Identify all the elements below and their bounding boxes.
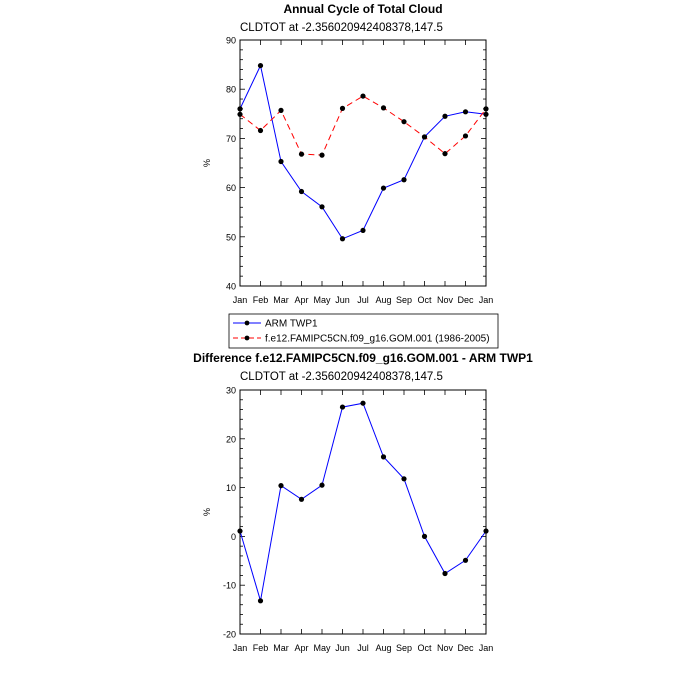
x-tick-label: Feb (253, 643, 269, 653)
chart-title: Annual Cycle of Total Cloud (283, 2, 442, 16)
data-point (360, 227, 366, 234)
data-point (401, 177, 407, 183)
data-point (257, 62, 264, 69)
x-tick-label: Jan (233, 643, 248, 653)
y-axis-label: % (202, 159, 212, 167)
data-point (278, 107, 284, 113)
y-tick-label: 40 (226, 282, 236, 292)
data-point (380, 185, 387, 191)
chart-title: Difference f.e12.FAMIPC5CN.f09_g16.GOM.0… (193, 351, 533, 365)
chart-1: Annual Cycle of Total Cloud CLDTOT at -2.… (202, 2, 499, 349)
data-point (237, 528, 243, 534)
x-tick-label: Mar (273, 295, 289, 305)
series-line-2 (239, 95, 487, 156)
x-tick-label: Jun (335, 295, 350, 305)
series-line-1 (239, 64, 487, 240)
chart-subtitle: CLDTOT at -2.356020942408378,147.5 (240, 371, 443, 383)
data-point (421, 134, 428, 140)
y-tick-label: 30 (226, 386, 236, 396)
data-point (257, 598, 264, 604)
x-tick-label: May (313, 295, 331, 305)
data-point (257, 127, 264, 134)
legend-label-2: f.e12.FAMIPC5CN.f09_g16.GOM.001 (1986-20… (265, 334, 490, 345)
data-point (278, 158, 284, 165)
chart-subtitle: CLDTOT at -2.356020942408378,147.5 (240, 22, 443, 34)
x-tick-label: Jul (357, 643, 369, 653)
x-tick-label: Aug (375, 295, 391, 305)
data-point (442, 151, 448, 157)
data-point (462, 109, 469, 115)
legend-marker (244, 320, 250, 326)
legend-marker (244, 335, 250, 341)
y-tick-label: -10 (223, 581, 236, 591)
data-point (380, 105, 387, 111)
x-tick-label: Jun (335, 643, 350, 653)
x-tick-label: Apr (294, 295, 308, 305)
y-axis-label: % (202, 508, 212, 516)
data-point (442, 570, 448, 577)
plot-frame (239, 389, 487, 635)
y-tick-label: 10 (226, 483, 236, 493)
x-tick-label: Dec (457, 295, 474, 305)
data-point (483, 528, 489, 534)
x-tick-label: Nov (437, 643, 454, 653)
x-tick-label: Sep (396, 295, 412, 305)
x-tick-label: Feb (253, 295, 269, 305)
y-tick-label: -20 (223, 630, 236, 640)
x-tick-label: Dec (457, 643, 474, 653)
y-tick-label: 90 (226, 36, 236, 46)
y-tick-label: 20 (226, 434, 236, 444)
y-tick-label: 80 (226, 85, 236, 95)
x-tick-label: Jan (479, 295, 494, 305)
data-point (483, 111, 489, 117)
data-point (360, 400, 366, 406)
y-tick-label: 70 (226, 134, 236, 144)
y-tick-label: 60 (226, 183, 236, 193)
y-tick-label: 0 (231, 532, 236, 542)
data-point (421, 533, 428, 540)
data-point (339, 105, 346, 111)
data-point (483, 106, 489, 112)
data-point (380, 454, 387, 460)
x-tick-label: Oct (417, 643, 432, 653)
legend-label-1: ARM TWP1 (265, 319, 318, 330)
data-point (339, 236, 346, 242)
x-tick-label: Aug (375, 643, 391, 653)
legend-box (228, 313, 499, 349)
data-point (462, 133, 469, 139)
data-point (278, 483, 284, 489)
data-point (462, 557, 469, 563)
data-point (442, 113, 448, 119)
x-tick-label: Apr (294, 643, 308, 653)
y-tick-label: 50 (226, 232, 236, 242)
x-tick-label: Jan (233, 295, 248, 305)
data-point (319, 152, 325, 158)
x-tick-label: Nov (437, 295, 454, 305)
data-point (401, 119, 407, 125)
x-tick-label: Mar (273, 643, 289, 653)
x-tick-label: Jul (357, 295, 369, 305)
x-tick-label: Oct (417, 295, 432, 305)
series-line-1 (239, 402, 487, 601)
data-point (237, 111, 243, 117)
plot-frame (239, 39, 487, 287)
x-tick-label: Jan (479, 643, 494, 653)
data-point (319, 204, 325, 210)
data-point (360, 93, 366, 99)
chart-2: Difference f.e12.FAMIPC5CN.f09_g16.GOM.0… (193, 351, 533, 653)
data-point (298, 496, 305, 502)
data-point (319, 482, 325, 488)
data-point (298, 151, 305, 157)
data-point (339, 404, 346, 410)
x-tick-label: May (313, 643, 331, 653)
data-point (401, 476, 407, 482)
data-point (237, 106, 243, 112)
x-tick-label: Sep (396, 643, 412, 653)
data-point (298, 188, 305, 195)
